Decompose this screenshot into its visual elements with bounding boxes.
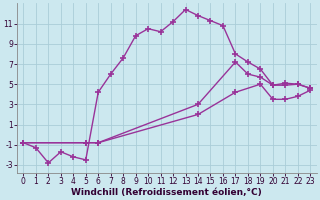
X-axis label: Windchill (Refroidissement éolien,°C): Windchill (Refroidissement éolien,°C): [71, 188, 262, 197]
